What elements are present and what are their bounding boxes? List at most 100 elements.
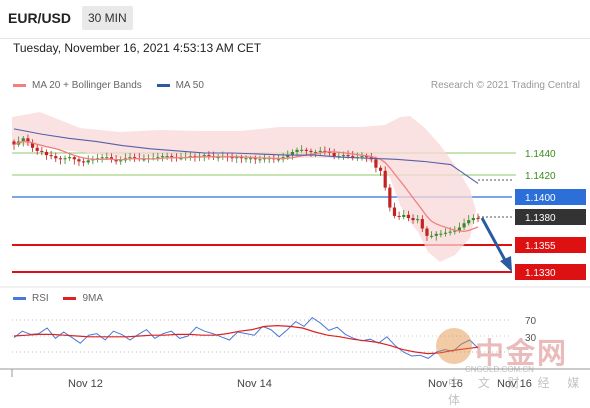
candle-body — [439, 233, 443, 235]
candle-body — [72, 157, 76, 160]
candle-body — [388, 187, 392, 208]
watermark-logo — [436, 328, 472, 364]
candle-body — [360, 156, 364, 158]
main-legend: MA 20 + Bollinger Bands MA 50 — [13, 80, 204, 91]
candle-body — [58, 158, 62, 160]
date-label-nov16: Nov 16 — [428, 378, 463, 390]
candle-body — [262, 158, 267, 160]
candle-body — [295, 149, 299, 152]
label-box-1355 — [515, 237, 586, 253]
rsi-tick-70: 70 — [525, 316, 537, 327]
candle-body — [44, 151, 49, 156]
candle-body — [434, 233, 438, 236]
candle-body — [383, 170, 387, 188]
candle-body — [230, 157, 234, 159]
label-box-1330 — [515, 264, 586, 280]
candle-body — [63, 158, 67, 160]
tick-1420: 1.1420 — [525, 171, 556, 182]
label-1400: 1.1400 — [525, 193, 556, 204]
candle-body — [416, 219, 420, 221]
projection-arrow-shaft — [480, 217, 508, 263]
legend-item-9ma: 9MA — [63, 293, 103, 304]
candle-body — [100, 157, 104, 159]
candle-body — [133, 157, 137, 159]
candle-body — [239, 157, 243, 159]
candle-body — [341, 155, 346, 157]
legend-item-ma50: MA 50 — [156, 80, 204, 91]
date-label-nov12: Nov 12 — [68, 378, 103, 390]
candle-body — [471, 218, 475, 221]
label-1380: 1.1380 — [525, 213, 556, 224]
candle-body — [128, 157, 132, 159]
label-1330: 1.1330 — [525, 268, 556, 279]
candle-body — [160, 156, 165, 158]
candle-body — [26, 138, 30, 143]
ma50-line — [13, 128, 479, 184]
projection-arrow-head — [500, 256, 512, 272]
tick-1440: 1.1440 — [525, 149, 556, 160]
candle-body — [207, 155, 211, 157]
candle-body — [68, 157, 72, 159]
candle-body — [402, 214, 406, 217]
rsi-ma9-line — [13, 324, 479, 355]
label-box-1380 — [515, 209, 586, 225]
candle-body — [453, 230, 457, 232]
candle-body — [323, 150, 327, 152]
watermark-tagline: 中 文 财 经 媒 体 — [448, 376, 587, 407]
candle-body — [235, 157, 239, 159]
chart-header: EUR/USD 30 MIN — [0, 0, 590, 39]
candle-body — [286, 155, 290, 158]
candle-body — [82, 161, 86, 163]
candle-body — [86, 160, 90, 163]
candle-body — [21, 138, 25, 142]
candle-body — [462, 223, 466, 228]
candle-body — [253, 158, 257, 160]
candle-body — [276, 159, 281, 161]
ma50-label: MA 50 — [175, 80, 204, 91]
candle-body — [304, 149, 308, 151]
candle-body — [420, 219, 424, 229]
candle-body — [77, 159, 81, 162]
ma20-label: MA 20 + Bollinger Bands — [32, 80, 142, 91]
candle-body — [332, 153, 336, 157]
candle-body — [314, 151, 318, 153]
candle-body — [467, 220, 471, 224]
label-1355: 1.1355 — [525, 241, 556, 252]
candle-body — [397, 215, 401, 217]
candle-body — [105, 157, 109, 159]
date-label-nov16b: Nov 16 — [497, 378, 532, 390]
candle-body — [54, 156, 58, 159]
candle-body — [258, 159, 262, 161]
candle-body — [448, 231, 452, 233]
legend-item-rsi: RSI — [13, 293, 49, 304]
rsi-legend: RSI 9MA — [13, 293, 103, 304]
candle-body — [119, 160, 123, 162]
watermark-url: CNGOLD.COM.CN — [465, 365, 534, 374]
candle-body — [430, 235, 434, 237]
ma20-swatch — [13, 83, 26, 87]
rsi-line — [13, 316, 479, 359]
candle-body — [49, 155, 53, 157]
ma20-line — [13, 140, 479, 232]
candle-body — [365, 156, 369, 158]
candle-body — [35, 147, 39, 151]
research-credit: Research © 2021 Trading Central — [430, 80, 580, 91]
candle-body — [300, 149, 304, 151]
candle-body — [142, 159, 146, 161]
candle-body — [457, 227, 462, 231]
candle-body — [476, 218, 480, 220]
timeframe-badge[interactable]: 30 MIN — [82, 6, 133, 30]
candle-body — [411, 218, 415, 221]
candle-body — [374, 159, 378, 168]
candle-body — [425, 228, 429, 236]
candle-body — [244, 158, 248, 160]
candle-body — [346, 155, 350, 157]
candle-body — [165, 156, 169, 158]
candle-body — [109, 157, 114, 160]
legend-item-ma20: MA 20 + Bollinger Bands — [13, 80, 142, 91]
symbol-label: EUR/USD — [8, 10, 72, 26]
candle-body — [179, 158, 183, 160]
watermark-name: 中金网 — [475, 336, 569, 370]
candle-body — [170, 156, 174, 158]
